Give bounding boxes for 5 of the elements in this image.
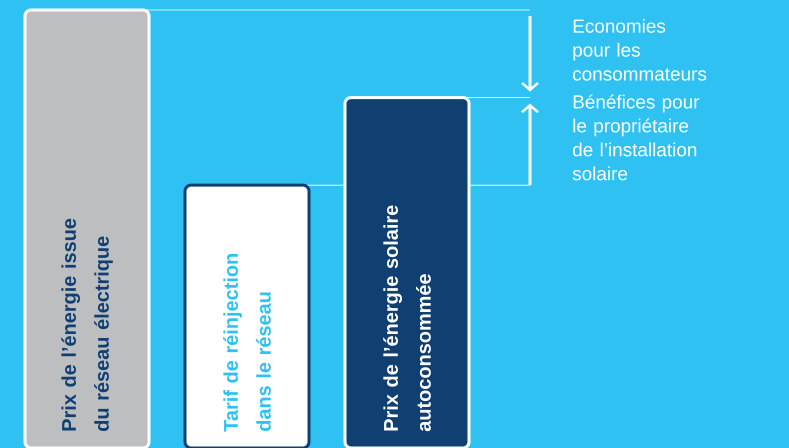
x-tick-label: Prix de l’énergie solaire autoconsommée	[383, 205, 431, 432]
x-tick-label: Tarif de réinjection dans le réseau	[223, 254, 271, 432]
text: Bénéfices pour le propriétaire de l’installation solaire	[572, 94, 700, 180]
text: Economies pour les consommateurs	[573, 18, 706, 81]
x-tick-label: Prix de l’énergie issue du réseau électrique	[61, 218, 113, 431]
